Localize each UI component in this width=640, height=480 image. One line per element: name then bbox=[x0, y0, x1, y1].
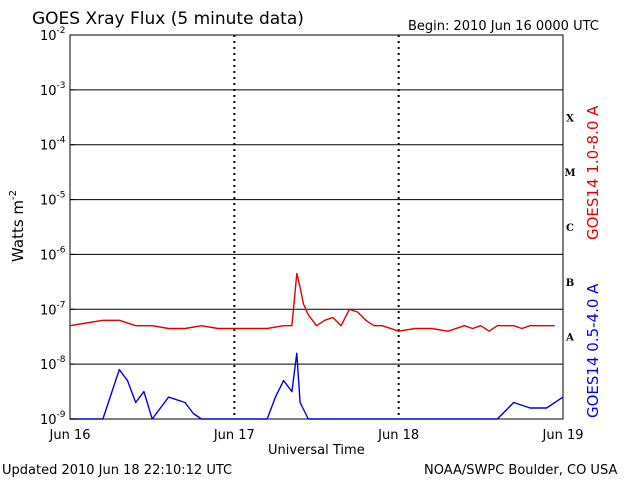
plot-frame bbox=[69, 34, 564, 420]
y-tick-exp: -3 bbox=[57, 81, 66, 91]
y-tick-base: 10 bbox=[40, 248, 57, 263]
series-goes14-short-line bbox=[70, 352, 564, 420]
x-tick-label: Jun 18 bbox=[377, 428, 419, 443]
y-axis-ticks: 10-210-310-410-510-610-710-810-9 bbox=[40, 26, 75, 428]
x-axis-ticks: Jun 16 Jun 17 Jun 18 Jun 19 bbox=[49, 428, 584, 443]
flare-class-label: M bbox=[564, 168, 575, 179]
x-axis-label: Universal Time bbox=[268, 443, 365, 458]
y-tick-label: 10-4 bbox=[40, 136, 66, 154]
series-goes14-long-line bbox=[69, 272, 555, 332]
y-tick-base: 10 bbox=[40, 194, 57, 209]
y-tick-label: 10-7 bbox=[40, 300, 66, 318]
series-layer bbox=[69, 272, 564, 420]
y-tick-label: 10-3 bbox=[40, 81, 66, 99]
plot-area bbox=[69, 34, 564, 420]
credit-label: NOAA/SWPC Boulder, CO USA bbox=[424, 463, 617, 478]
y-tick-base: 10 bbox=[40, 413, 57, 428]
flare-class-label: X bbox=[566, 113, 574, 124]
y-tick-label: 10-2 bbox=[40, 26, 66, 44]
y-tick-label: 10-8 bbox=[40, 355, 66, 373]
y-tick-exp: -4 bbox=[57, 136, 66, 146]
y-tick-base: 10 bbox=[40, 139, 57, 154]
y-tick-exp: -8 bbox=[57, 355, 66, 365]
y-tick-exp: -9 bbox=[57, 410, 66, 420]
svg-text:Watts m-2: Watts m-2 bbox=[8, 190, 27, 262]
y-tick-base: 10 bbox=[40, 84, 57, 99]
begin-label: Begin: 2010 Jun 16 0000 UTC bbox=[408, 19, 599, 34]
y-tick-label: 10-9 bbox=[40, 410, 66, 428]
y-tick-exp: -5 bbox=[57, 191, 66, 201]
y-tick-exp: -7 bbox=[57, 300, 66, 310]
legend-goes14-short: GOES14 0.5-4.0 A bbox=[584, 283, 602, 418]
y-tick-exp: -2 bbox=[57, 26, 66, 36]
y-tick-label: 10-6 bbox=[40, 245, 66, 263]
y-tick-label: 10-5 bbox=[40, 191, 66, 209]
x-tick-label: Jun 19 bbox=[542, 428, 584, 443]
flare-class-label: C bbox=[566, 223, 574, 234]
y-axis-label-main: Watts m bbox=[9, 200, 27, 262]
x-tick-label: Jun 17 bbox=[213, 428, 255, 443]
legend-goes14-long: GOES14 1.0-8.0 A bbox=[584, 105, 602, 240]
grid bbox=[70, 35, 563, 419]
x-tick-label: Jun 16 bbox=[49, 428, 91, 443]
updated-label: Updated 2010 Jun 18 22:10:12 UTC bbox=[2, 463, 232, 478]
flare-class-label: B bbox=[566, 278, 574, 289]
y-axis-label-sup: -2 bbox=[8, 190, 19, 200]
y-tick-base: 10 bbox=[40, 358, 57, 373]
y-tick-base: 10 bbox=[40, 29, 57, 44]
y-axis-label: Watts m-2 bbox=[8, 190, 27, 262]
flare-class-label: A bbox=[565, 333, 574, 344]
y-tick-exp: -6 bbox=[57, 245, 66, 255]
chart-title: GOES Xray Flux (5 minute data) bbox=[32, 9, 304, 29]
flare-class-labels: X M C B A bbox=[564, 113, 575, 343]
y-tick-base: 10 bbox=[40, 303, 57, 318]
